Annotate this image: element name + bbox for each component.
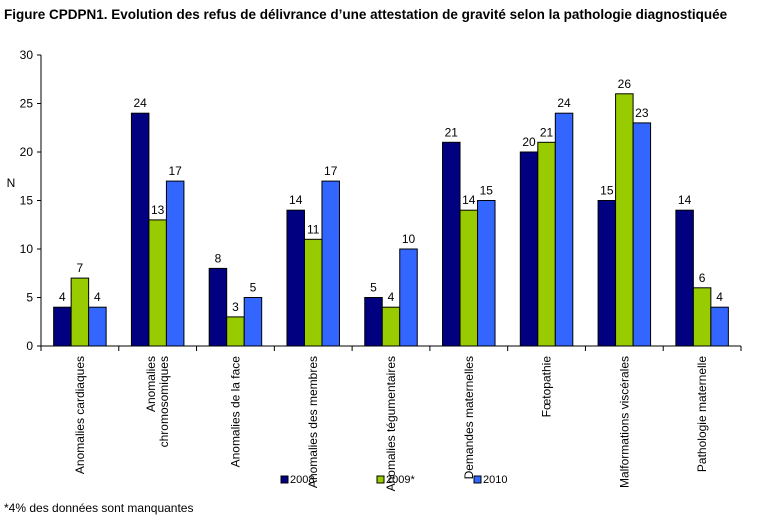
bar: [710, 306, 729, 347]
footnote: *4% des données sont manquantes: [4, 501, 194, 515]
category-label: Anomalies de la face: [228, 356, 242, 468]
data-label: 13: [151, 203, 165, 217]
y-tick-label: 20: [20, 145, 34, 159]
category-label: Demandes maternelles: [462, 356, 476, 479]
bar: [519, 151, 539, 347]
data-label: 4: [716, 290, 723, 304]
data-label: 17: [168, 164, 182, 178]
data-label: 11: [307, 222, 320, 236]
data-label: 8: [215, 251, 222, 265]
data-label: 24: [133, 96, 147, 110]
data-label: 14: [462, 193, 476, 207]
data-label: 4: [59, 290, 66, 304]
category-label: Anomalies cardiaques: [73, 356, 87, 474]
y-tick-label: 30: [20, 48, 34, 62]
bar: [554, 112, 574, 347]
data-label: 3: [232, 300, 239, 314]
bar: [399, 248, 418, 347]
bar: [615, 93, 634, 347]
bar: [442, 141, 461, 347]
bar: [597, 200, 617, 347]
data-label: 14: [289, 193, 303, 207]
y-tick-label: 10: [20, 242, 34, 256]
bar: [477, 200, 496, 347]
data-label: 15: [600, 184, 614, 198]
bar: [675, 209, 694, 347]
legend-label: 2009*: [386, 474, 415, 486]
category-label-group: Demandes maternelles: [462, 356, 476, 479]
bar: [226, 316, 245, 347]
category-label: Malformations viscérales: [617, 356, 631, 488]
bar: [303, 238, 323, 347]
y-axis-label: N: [7, 176, 16, 190]
bar: [381, 306, 401, 347]
bar: [364, 297, 383, 347]
category-label: Pathologie maternelle: [695, 356, 709, 472]
data-label: 15: [480, 184, 494, 198]
category-label-group: Anomalies de la face: [228, 356, 242, 468]
category-label-group: Anomalies chromosomiques: [144, 356, 171, 447]
bar: [88, 306, 107, 347]
data-label: 4: [94, 290, 101, 304]
data-label: 26: [618, 77, 632, 91]
category-label: Fœtopathie: [540, 356, 554, 418]
bar: [53, 306, 72, 347]
category-label: chromosomiques: [157, 356, 171, 447]
bar: [243, 297, 263, 347]
bar: [130, 112, 150, 347]
bar: [208, 267, 228, 347]
data-label: 17: [324, 164, 338, 178]
y-tick-label: 0: [26, 339, 33, 353]
data-label: 4: [388, 290, 395, 304]
data-label: 20: [522, 135, 536, 149]
y-tick-label: 5: [26, 291, 33, 305]
legend-label: 2010: [483, 474, 507, 486]
category-label-group: Anomalies des membres: [306, 356, 320, 488]
bar: [321, 180, 340, 347]
legend-swatch: [376, 475, 385, 484]
category-label: Anomalies des membres: [306, 356, 320, 488]
data-label: 5: [370, 281, 377, 295]
chart-title: Figure CPDPN1. Evolution des refus de dé…: [4, 7, 728, 22]
bar: [148, 219, 167, 347]
category-label: Anomalies: [144, 356, 158, 412]
y-tick-label: 15: [20, 194, 34, 208]
data-label: 5: [250, 281, 257, 295]
data-label: 10: [402, 232, 416, 246]
bar: [70, 277, 90, 347]
data-label: 14: [678, 193, 692, 207]
data-label: 21: [540, 125, 554, 139]
data-label: 7: [77, 261, 84, 275]
category-label-group: Anomalies tégumentaires: [384, 356, 398, 491]
category-label-group: Malformations viscérales: [617, 356, 631, 488]
bar: [459, 209, 479, 347]
data-label: 23: [635, 106, 649, 120]
bar: [632, 122, 652, 347]
y-tick-label: 25: [20, 97, 34, 111]
data-label: 24: [557, 96, 571, 110]
category-label-group: Fœtopathie: [540, 356, 554, 418]
legend-swatch: [473, 475, 482, 484]
category-label: Anomalies tégumentaires: [384, 356, 398, 491]
bar: [692, 287, 712, 347]
category-label-group: Pathologie maternelle: [695, 356, 709, 472]
data-label: 6: [699, 271, 706, 285]
bar: [286, 209, 305, 347]
legend-swatch: [280, 475, 289, 484]
legend-label: 2008: [290, 474, 314, 486]
bar: [537, 141, 556, 347]
data-label: 21: [445, 125, 459, 139]
category-label-group: Anomalies cardiaques: [73, 356, 87, 474]
bar: [165, 180, 185, 347]
